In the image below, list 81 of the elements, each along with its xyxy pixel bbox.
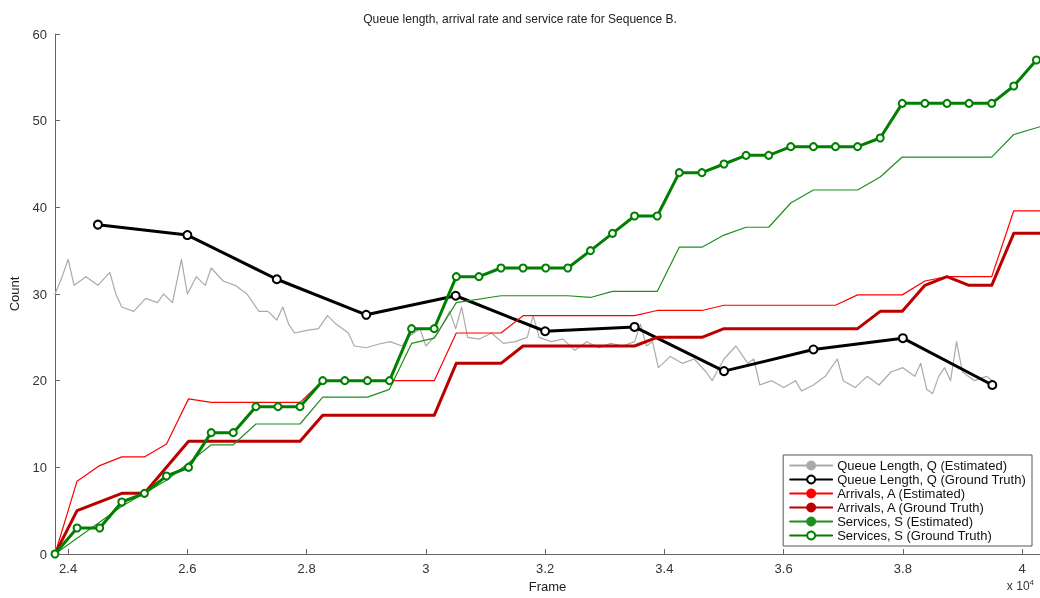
point xyxy=(450,290,461,301)
point xyxy=(674,168,684,178)
point xyxy=(897,98,907,108)
y-tick-label: 50 xyxy=(32,113,47,129)
point xyxy=(451,272,461,282)
point xyxy=(808,344,819,355)
point xyxy=(228,428,238,438)
point xyxy=(1009,81,1019,91)
point xyxy=(95,523,105,533)
point xyxy=(630,211,640,221)
x-tick-label: 3.2 xyxy=(536,561,555,576)
point xyxy=(50,549,60,559)
x-axis-title: Frame xyxy=(528,578,567,594)
point xyxy=(608,228,617,238)
legend-label: Queue Length, Q (Estimated) xyxy=(837,458,1007,473)
point xyxy=(318,376,328,386)
point xyxy=(1031,55,1040,65)
point xyxy=(139,488,149,498)
point xyxy=(340,376,350,386)
x-tick-label: 2.8 xyxy=(297,561,316,576)
point xyxy=(853,142,863,152)
point xyxy=(830,142,840,152)
point xyxy=(273,402,283,412)
point xyxy=(987,380,998,390)
point xyxy=(875,133,885,143)
point xyxy=(697,168,707,178)
point xyxy=(162,471,171,481)
x-tick-label: 3.6 xyxy=(774,561,793,576)
point xyxy=(808,142,818,152)
point xyxy=(117,497,127,507)
y-tick-label: 60 xyxy=(32,26,47,42)
x-tick-label: 4 xyxy=(1018,561,1026,576)
point xyxy=(182,230,193,241)
x-tick-label: 3.4 xyxy=(655,561,674,576)
point xyxy=(496,263,506,273)
point xyxy=(741,150,751,160)
point xyxy=(295,402,305,412)
point xyxy=(942,98,952,108)
y-tick-label: 40 xyxy=(32,199,47,215)
point xyxy=(206,428,216,438)
point xyxy=(271,274,282,285)
point xyxy=(362,376,372,386)
point xyxy=(920,98,930,108)
point xyxy=(429,324,439,334)
x-tick-label: 2.6 xyxy=(178,561,197,576)
x-tick-label: 2.4 xyxy=(59,561,78,576)
point xyxy=(92,219,103,230)
x-tick-label: 3 xyxy=(422,561,430,576)
y-tick-label: 10 xyxy=(32,459,47,475)
point xyxy=(964,98,974,108)
point xyxy=(786,142,796,152)
legend-label: Services, S (Ground Truth) xyxy=(837,528,992,543)
y-tick-label: 0 xyxy=(39,546,47,562)
point xyxy=(251,402,261,412)
point xyxy=(719,159,729,169)
point xyxy=(361,309,372,320)
point xyxy=(629,321,640,332)
point xyxy=(764,150,774,160)
legend-label: Arrivals, A (Estimated) xyxy=(837,486,966,501)
legend-label: Arrivals, A (Ground Truth) xyxy=(837,500,984,515)
chart-title: Queue length, arrival rate and service rate for Sequence B. xyxy=(363,12,677,26)
point xyxy=(540,326,551,337)
point xyxy=(585,246,595,256)
point xyxy=(385,376,394,386)
x-tick-label: 3.8 xyxy=(893,561,912,576)
y-axis-title: Count xyxy=(7,276,22,312)
point xyxy=(474,272,484,282)
point xyxy=(184,462,194,472)
y-tick-label: 30 xyxy=(32,286,47,302)
point xyxy=(987,98,997,108)
point xyxy=(518,263,528,273)
point xyxy=(563,263,573,273)
point xyxy=(719,366,729,377)
point xyxy=(72,523,82,533)
legend-label: Queue Length, Q (Ground Truth) xyxy=(837,472,1026,487)
point xyxy=(652,211,662,221)
point xyxy=(407,324,417,334)
legend-label: Services, S (Estimated) xyxy=(837,514,973,529)
point xyxy=(541,263,551,273)
point xyxy=(897,333,908,344)
y-tick-label: 20 xyxy=(32,373,47,389)
